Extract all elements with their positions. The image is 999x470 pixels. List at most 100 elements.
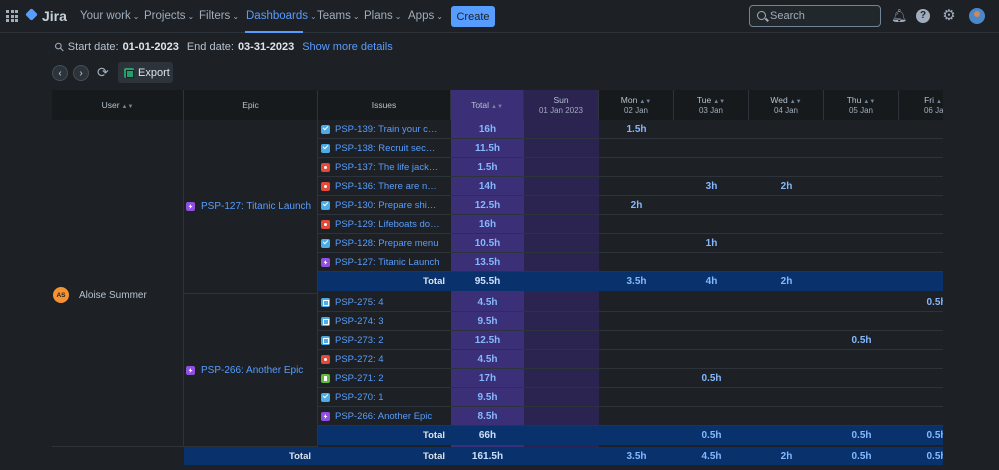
nav-teams[interactable]: Teams ⌄ (317, 10, 360, 22)
day-hours-cell (824, 177, 899, 196)
issue-link[interactable]: PSP-127: Titanic Launch (335, 257, 440, 268)
issue-cell[interactable]: PSP-127: Titanic Launch (318, 253, 451, 272)
issue-link[interactable]: PSP-130: Prepare ship to sail (335, 200, 440, 211)
issue-cell[interactable]: PSP-128: Prepare menu (318, 234, 451, 253)
header-day-wed[interactable]: Wed ▲▼ 04 Jan (749, 90, 824, 120)
day-hours-cell (824, 350, 899, 369)
issue-cell[interactable]: PSP-130: Prepare ship to sail (318, 196, 451, 215)
day-hours-cell (524, 369, 599, 388)
header-total[interactable]: Total ▲▼ (451, 90, 524, 120)
issue-cell[interactable]: PSP-136: There are no more (318, 177, 451, 196)
search-box[interactable] (749, 5, 881, 27)
epic-cell[interactable]: PSP-266: Another Epic (186, 365, 303, 376)
epic-link[interactable]: PSP-127: Titanic Launch (201, 201, 312, 212)
issue-cell[interactable]: PSP-137: The life jackets (318, 158, 451, 177)
epic-icon (186, 202, 195, 211)
issue-link[interactable]: PSP-273: 2 (335, 335, 384, 346)
grand-day-total: 4.5h (701, 451, 722, 462)
issue-link[interactable]: PSP-270: 1 (335, 392, 384, 403)
day-hours-cell: 0.5h (851, 335, 872, 346)
link-icon: ⚲ (51, 38, 68, 56)
day-hours-cell (524, 158, 599, 177)
issue-link[interactable]: PSP-271: 2 (335, 373, 384, 384)
header-day-tue[interactable]: Tue ▲▼ 03 Jan (674, 90, 749, 120)
header-day-fri[interactable]: Fri▲▼06 Jan (899, 90, 943, 120)
day-hours-cell (524, 388, 599, 407)
epic-icon (186, 366, 195, 375)
day-hours-cell (599, 253, 674, 272)
refresh-icon[interactable]: ⟳ (97, 64, 109, 80)
profile-avatar[interactable] (969, 8, 985, 24)
issue-cell[interactable]: PSP-273: 2 (318, 331, 451, 350)
issue-cell[interactable]: PSP-129: Lifeboats does not (318, 215, 451, 234)
nav-apps[interactable]: Apps ⌄ (408, 10, 443, 22)
day-hours-cell (599, 331, 674, 350)
nav-filters[interactable]: Filters ⌄ (199, 10, 240, 22)
task-type-icon (321, 125, 330, 134)
header-day-thu[interactable]: Thu ▲▼ 05 Jan (824, 90, 899, 120)
search-icon (757, 11, 766, 20)
nav-dashboards[interactable]: Dashboards ⌄ (246, 10, 317, 22)
nav-your-work[interactable]: Your work ⌄ (80, 10, 140, 22)
issue-link[interactable]: PSP-128: Prepare menu (335, 238, 439, 249)
issue-cell[interactable]: PSP-270: 1 (318, 388, 451, 407)
table-row: PSP-129: Lifeboats does not 16h (318, 215, 943, 234)
jira-logo[interactable]: Jira (26, 8, 67, 24)
issue-link[interactable]: PSP-275: 4 (335, 297, 384, 308)
nav-projects[interactable]: Projects ⌄ (144, 10, 195, 22)
sort-icon: ▲▼ (863, 99, 876, 105)
day-hours-cell (899, 312, 943, 331)
create-button[interactable]: Create (451, 6, 495, 27)
day-hours-cell (524, 120, 599, 139)
issue-link[interactable]: PSP-274: 3 (335, 316, 384, 327)
issue-link[interactable]: PSP-138: Recruit security (335, 143, 440, 154)
header-day-sun[interactable]: Sun 01 Jan 2023 (524, 90, 599, 120)
help-icon[interactable]: ? (916, 9, 930, 23)
user-cell: AS Aloise Summer (53, 287, 147, 303)
day-hours-cell (899, 407, 943, 426)
epic-link[interactable]: PSP-266: Another Epic (201, 365, 304, 376)
notifications-icon[interactable]: 🔔︎ (891, 8, 908, 23)
issue-total-hours: 17h (478, 373, 497, 384)
show-more-details-link[interactable]: Show more details (302, 41, 393, 53)
grand-day-total: 3.5h (626, 451, 647, 462)
issue-cell[interactable]: PSP-274: 3 (318, 312, 451, 331)
epic-cell[interactable]: PSP-127: Titanic Launch (186, 201, 311, 212)
issue-link[interactable]: PSP-136: There are no more (335, 181, 440, 192)
nav-plans[interactable]: Plans ⌄ (364, 10, 402, 22)
previous-period-button[interactable]: ‹ (52, 65, 68, 81)
issue-link[interactable]: PSP-266: Another Epic (335, 411, 433, 422)
issue-cell[interactable]: PSP-275: 4 (318, 293, 451, 312)
day-hours-cell (749, 215, 824, 234)
gear-icon[interactable]: ⚙ (942, 7, 956, 24)
issue-link[interactable]: PSP-137: The life jackets (335, 162, 440, 173)
issue-cell[interactable]: PSP-271: 2 (318, 369, 451, 388)
epic-day-total (524, 426, 599, 445)
app-switcher-icon[interactable] (6, 10, 18, 22)
header-day-mon[interactable]: Mon ▲▼ 02 Jan (599, 90, 674, 120)
issue-cell[interactable]: PSP-266: Another Epic (318, 407, 451, 426)
issue-link[interactable]: PSP-139: Train your crew (335, 124, 440, 135)
issue-cell[interactable]: PSP-138: Recruit security (318, 139, 451, 158)
day-hours-cell (824, 158, 899, 177)
user-name: Aloise Summer (79, 289, 147, 301)
day-hours-cell (824, 139, 899, 158)
header-user[interactable]: User ▲▼ (52, 90, 184, 120)
user-avatar: AS (53, 287, 69, 303)
day-hours-cell (824, 120, 899, 139)
issue-total-hours: 9.5h (477, 392, 498, 403)
issue-link[interactable]: PSP-129: Lifeboats does not (335, 219, 440, 230)
issue-cell[interactable]: PSP-272: 4 (318, 350, 451, 369)
day-hours-cell (824, 407, 899, 426)
issue-link[interactable]: PSP-272: 4 (335, 354, 384, 365)
task-type-icon (321, 201, 330, 210)
next-period-button[interactable]: › (73, 65, 89, 81)
issue-cell[interactable]: PSP-139: Train your crew (318, 120, 451, 139)
story-type-icon (321, 374, 330, 383)
search-input[interactable] (770, 8, 875, 24)
day-hours-cell (749, 120, 824, 139)
export-button[interactable]: Export (118, 62, 173, 83)
day-hours-cell: 0.5h (926, 297, 943, 308)
chevron-down-icon: ⌄ (436, 12, 443, 21)
epic-day-total (599, 426, 674, 445)
